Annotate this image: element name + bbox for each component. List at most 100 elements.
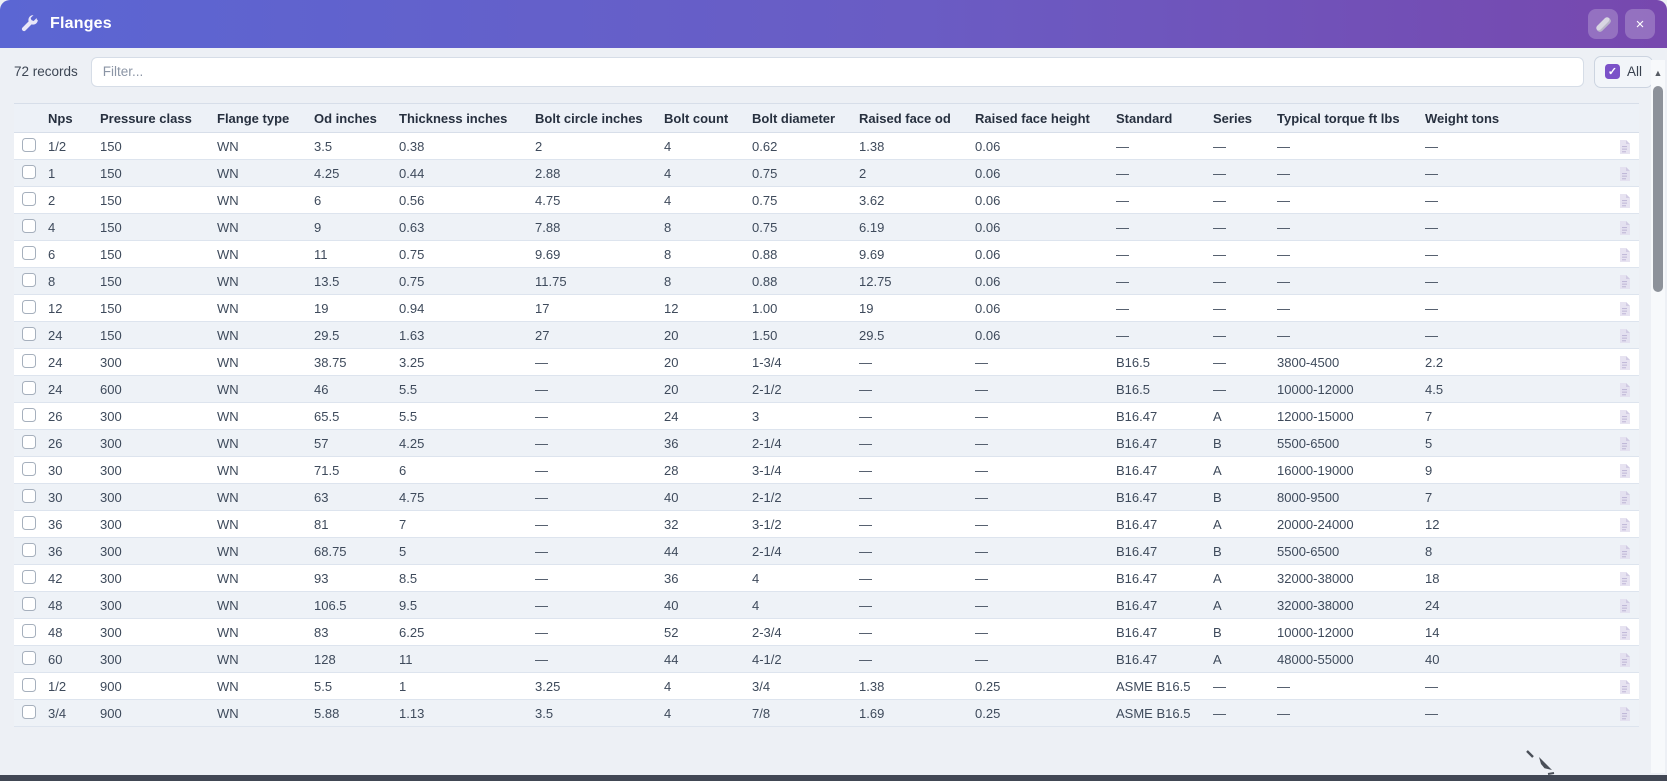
row-checkbox[interactable] — [22, 434, 36, 449]
row-doc-cell[interactable] — [1520, 322, 1639, 349]
row-checkbox-cell[interactable] — [14, 457, 48, 484]
scroll-up-arrow[interactable]: ▲ — [1653, 68, 1663, 78]
row-checkbox-cell[interactable] — [14, 565, 48, 592]
select-all-checkbox[interactable]: ✓ — [1604, 64, 1620, 79]
row-checkbox-cell[interactable] — [14, 673, 48, 700]
table-row[interactable]: 24 300 WN 38.75 3.25 — 20 1-3/4 — — B16.5 — 3800-450… — [14, 348, 1639, 376]
row-checkbox[interactable] — [22, 164, 36, 179]
row-checkbox-cell[interactable] — [14, 403, 48, 430]
row-checkbox-cell[interactable] — [14, 484, 48, 511]
table-row[interactable]: 1/2 900 WN 5.5 1 3.25 4 3/4 1.38 0.25 ASME B16.5 — —… — [14, 672, 1639, 700]
row-checkbox[interactable] — [22, 218, 36, 233]
column-header-nps[interactable]: Nps — [48, 110, 73, 126]
row-doc-cell[interactable] — [1520, 187, 1639, 214]
ruler-button[interactable] — [1588, 9, 1618, 39]
row-checkbox[interactable] — [22, 542, 36, 557]
row-doc-cell[interactable] — [1520, 700, 1639, 727]
scrollbar-thumb[interactable] — [1653, 86, 1663, 292]
row-doc-cell[interactable] — [1520, 295, 1639, 322]
row-checkbox-cell[interactable] — [14, 619, 48, 646]
filter-input[interactable] — [90, 56, 1584, 87]
row-checkbox[interactable] — [22, 569, 36, 584]
row-checkbox-cell[interactable] — [14, 268, 48, 295]
row-doc-cell[interactable] — [1520, 376, 1639, 403]
table-row[interactable]: 48 300 WN 106.5 9.5 — 40 4 — — B16.47 A 32000-38000 2… — [14, 591, 1639, 619]
column-header-bolt-diameter[interactable]: Bolt diameter — [752, 110, 836, 126]
vertical-scrollbar[interactable]: ▲ — [1651, 60, 1665, 773]
row-checkbox[interactable] — [22, 353, 36, 368]
table-row[interactable]: 36 300 WN 68.75 5 — 44 2-1/4 — — B16.47 B 5500-6500 8 — [14, 537, 1639, 565]
close-button[interactable]: × — [1625, 9, 1655, 39]
row-doc-cell[interactable] — [1520, 538, 1639, 565]
row-doc-cell[interactable] — [1520, 619, 1639, 646]
column-header-bolt-count[interactable]: Bolt count — [664, 110, 729, 126]
row-checkbox[interactable] — [22, 596, 36, 611]
row-checkbox[interactable] — [22, 623, 36, 638]
row-checkbox-cell[interactable] — [14, 592, 48, 619]
row-checkbox[interactable] — [22, 272, 36, 287]
column-header-raised-face-od[interactable]: Raised face od — [859, 110, 951, 126]
table-row[interactable]: 30 300 WN 63 4.75 — 40 2-1/2 — — B16.47 B 8000-9500 7 — [14, 483, 1639, 511]
table-row[interactable]: 8 150 WN 13.5 0.75 11.75 8 0.88 12.75 0.06 — — — — — [14, 267, 1639, 295]
row-checkbox[interactable] — [22, 677, 36, 692]
table-row[interactable]: 60 300 WN 128 11 — 44 4-1/2 — — B16.47 A 48000-55000… — [14, 645, 1639, 673]
row-checkbox-cell[interactable] — [14, 187, 48, 214]
row-doc-cell[interactable] — [1520, 133, 1639, 160]
row-checkbox-cell[interactable] — [14, 214, 48, 241]
row-doc-cell[interactable] — [1520, 268, 1639, 295]
row-checkbox[interactable] — [22, 299, 36, 314]
row-checkbox[interactable] — [22, 245, 36, 260]
row-checkbox-cell[interactable] — [14, 295, 48, 322]
row-doc-cell[interactable] — [1520, 646, 1639, 673]
row-checkbox-cell[interactable] — [14, 322, 48, 349]
row-doc-cell[interactable] — [1520, 160, 1639, 187]
row-doc-cell[interactable] — [1520, 592, 1639, 619]
row-checkbox-cell[interactable] — [14, 349, 48, 376]
table-row[interactable]: 26 300 WN 57 4.25 — 36 2-1/4 — — B16.47 B 5500-6500 5 — [14, 429, 1639, 457]
table-row[interactable]: 26 300 WN 65.5 5.5 — 24 3 — — B16.47 A 12000-15000 7 — [14, 402, 1639, 430]
table-row[interactable]: 1 150 WN 4.25 0.44 2.88 4 0.75 2 0.06 — — — — — [14, 159, 1639, 187]
column-header-standard[interactable]: Standard — [1116, 110, 1173, 126]
column-header-flange-type[interactable]: Flange type — [217, 110, 290, 126]
row-doc-cell[interactable] — [1520, 214, 1639, 241]
row-checkbox[interactable] — [22, 191, 36, 206]
row-checkbox[interactable] — [22, 704, 36, 719]
row-checkbox-cell[interactable] — [14, 538, 48, 565]
table-row[interactable]: 1/2 150 WN 3.5 0.38 2 4 0.62 1.38 0.06 — — — — — [14, 132, 1639, 160]
row-checkbox[interactable] — [22, 515, 36, 530]
row-checkbox[interactable] — [22, 650, 36, 665]
row-checkbox-cell[interactable] — [14, 133, 48, 160]
table-row[interactable]: 24 600 WN 46 5.5 — 20 2-1/2 — — B16.5 — 10000-12000 4… — [14, 375, 1639, 403]
row-checkbox-cell[interactable] — [14, 700, 48, 727]
column-header-od-inches[interactable]: Od inches — [314, 110, 377, 126]
column-header-typical-torque-ft-lbs[interactable]: Typical torque ft lbs — [1277, 110, 1400, 126]
table-row[interactable]: 48 300 WN 83 6.25 — 52 2-3/4 — — B16.47 B 10000-1200… — [14, 618, 1639, 646]
table-row[interactable]: 12 150 WN 19 0.94 17 12 1.00 19 0.06 — — — — — [14, 294, 1639, 322]
row-checkbox-cell[interactable] — [14, 241, 48, 268]
row-doc-cell[interactable] — [1520, 457, 1639, 484]
row-doc-cell[interactable] — [1520, 349, 1639, 376]
column-header-raised-face-height[interactable]: Raised face height — [975, 110, 1090, 126]
row-checkbox-cell[interactable] — [14, 646, 48, 673]
row-doc-cell[interactable] — [1520, 565, 1639, 592]
row-doc-cell[interactable] — [1520, 511, 1639, 538]
table-row[interactable]: 6 150 WN 11 0.75 9.69 8 0.88 9.69 0.06 — — — — — [14, 240, 1639, 268]
row-doc-cell[interactable] — [1520, 430, 1639, 457]
row-checkbox[interactable] — [22, 407, 36, 422]
row-checkbox[interactable] — [22, 488, 36, 503]
column-header-bolt-circle-inches[interactable]: Bolt circle inches — [535, 110, 643, 126]
table-row[interactable]: 2 150 WN 6 0.56 4.75 4 0.75 3.62 0.06 — — — — — [14, 186, 1639, 214]
row-checkbox-cell[interactable] — [14, 511, 48, 538]
row-checkbox-cell[interactable] — [14, 160, 48, 187]
row-checkbox[interactable] — [22, 461, 36, 476]
row-checkbox-cell[interactable] — [14, 430, 48, 457]
column-header-series[interactable]: Series — [1213, 110, 1253, 126]
table-row[interactable]: 3/4 900 WN 5.88 1.13 3.5 4 7/8 1.69 0.25 ASME B16.… — [14, 699, 1639, 727]
row-doc-cell[interactable] — [1520, 484, 1639, 511]
table-row[interactable]: 36 300 WN 81 7 — 32 3-1/2 — — B16.47 A 20000-24000 12 — [14, 510, 1639, 538]
column-header-weight-tons[interactable]: Weight tons — [1425, 110, 1500, 126]
row-doc-cell[interactable] — [1520, 673, 1639, 700]
row-doc-cell[interactable] — [1520, 241, 1639, 268]
table-row[interactable]: 30 300 WN 71.5 6 — 28 3-1/4 — — B16.47 A 16000-19000… — [14, 456, 1639, 484]
column-header-thickness-inches[interactable]: Thickness inches — [399, 110, 508, 126]
